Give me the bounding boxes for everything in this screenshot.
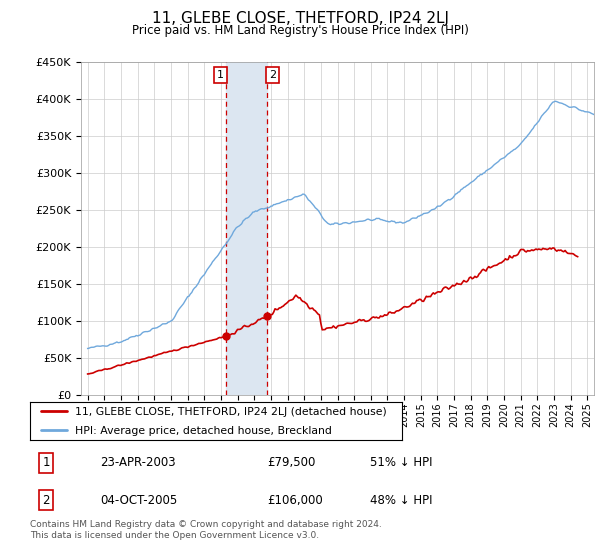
Text: 23-APR-2003: 23-APR-2003 [100,456,176,469]
Text: 48% ↓ HPI: 48% ↓ HPI [370,493,433,507]
Text: 1: 1 [217,70,224,80]
Text: 2: 2 [269,70,276,80]
Text: 1: 1 [43,456,50,469]
Text: £106,000: £106,000 [268,493,323,507]
Text: 04-OCT-2005: 04-OCT-2005 [100,493,178,507]
Text: 51% ↓ HPI: 51% ↓ HPI [370,456,433,469]
Text: 2: 2 [43,493,50,507]
Bar [226,62,267,395]
Text: Contains HM Land Registry data © Crown copyright and database right 2024.
This d: Contains HM Land Registry data © Crown c… [30,520,382,540]
Text: £79,500: £79,500 [268,456,316,469]
Text: 11, GLEBE CLOSE, THETFORD, IP24 2LJ: 11, GLEBE CLOSE, THETFORD, IP24 2LJ [151,11,449,26]
Text: 11, GLEBE CLOSE, THETFORD, IP24 2LJ (detached house): 11, GLEBE CLOSE, THETFORD, IP24 2LJ (det… [74,407,386,417]
Text: Price paid vs. HM Land Registry's House Price Index (HPI): Price paid vs. HM Land Registry's House … [131,24,469,37]
Text: HPI: Average price, detached house, Breckland: HPI: Average price, detached house, Brec… [74,426,332,436]
